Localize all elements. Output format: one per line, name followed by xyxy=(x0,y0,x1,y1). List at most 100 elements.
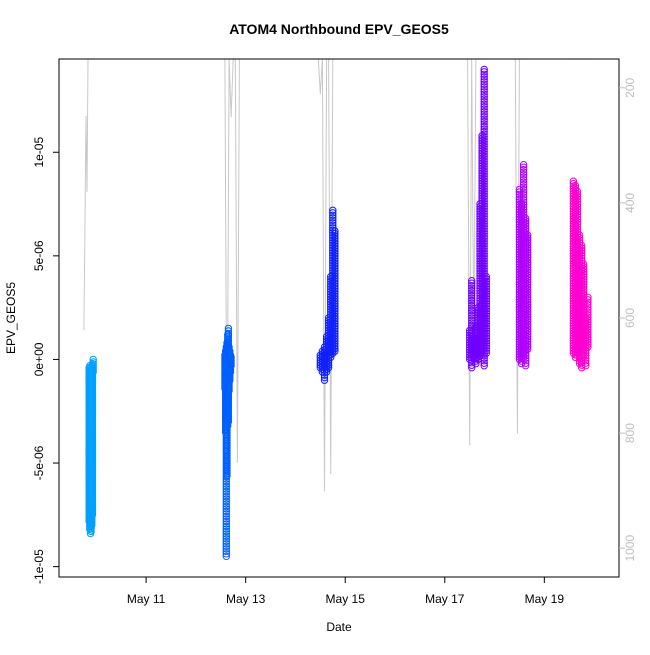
data-point xyxy=(331,297,339,305)
data-point xyxy=(480,137,488,146)
data-point xyxy=(573,195,582,203)
data-point xyxy=(522,349,530,357)
data-point xyxy=(88,436,97,445)
data-point xyxy=(88,409,97,417)
data-point xyxy=(331,262,339,270)
y-tick-label: -5e-06 xyxy=(32,445,46,480)
data-point xyxy=(222,495,231,503)
data-point xyxy=(478,347,486,355)
data-point xyxy=(480,192,488,201)
data-point xyxy=(480,167,488,176)
data-point xyxy=(88,471,97,479)
data-point xyxy=(522,219,530,228)
data-point xyxy=(573,190,582,198)
data-point xyxy=(480,100,488,108)
data-point xyxy=(482,342,490,350)
data-point xyxy=(224,405,233,413)
data-point xyxy=(573,192,582,201)
data-point xyxy=(88,394,97,402)
data-point xyxy=(524,288,532,296)
data-point xyxy=(222,535,231,543)
data-point xyxy=(478,349,486,357)
series-group xyxy=(221,324,235,560)
data-point xyxy=(480,83,488,91)
data-point xyxy=(482,300,490,308)
chart-title: ATOM4 Northbound EPV_GEOS5 xyxy=(229,21,449,37)
data-point xyxy=(482,317,490,325)
data-point xyxy=(329,216,337,225)
data-point xyxy=(580,268,588,276)
data-point xyxy=(482,285,490,293)
data-point xyxy=(482,295,490,303)
data-point xyxy=(573,187,582,196)
data-point xyxy=(480,200,488,208)
data-point xyxy=(222,547,231,555)
data-point xyxy=(222,482,231,491)
data-point xyxy=(524,337,532,346)
data-point xyxy=(573,200,582,208)
secondary-series-point xyxy=(516,432,519,434)
data-point xyxy=(480,190,488,198)
data-point xyxy=(88,389,97,397)
data-point xyxy=(324,361,333,369)
data-point xyxy=(480,127,488,136)
data-point xyxy=(88,519,96,527)
x-tick-label: May 15 xyxy=(326,592,366,606)
data-point xyxy=(88,459,97,467)
data-point xyxy=(519,161,528,169)
data-point xyxy=(227,356,235,364)
data-point xyxy=(480,182,488,191)
data-point xyxy=(519,186,528,194)
secondary-series-point xyxy=(469,444,471,446)
data-point xyxy=(575,264,584,272)
y2-tick-label: 600 xyxy=(623,308,637,328)
data-point xyxy=(480,122,488,131)
data-point xyxy=(480,140,488,148)
data-point xyxy=(573,215,582,224)
data-point xyxy=(224,415,233,423)
data-point xyxy=(480,68,488,76)
data-point xyxy=(331,337,339,345)
data-point xyxy=(575,233,584,242)
data-point xyxy=(480,160,488,168)
data-point xyxy=(222,497,231,506)
data-point xyxy=(524,278,532,286)
data-point xyxy=(480,170,488,178)
data-point xyxy=(222,487,231,496)
x-axis-label: Date xyxy=(326,620,352,634)
data-point xyxy=(482,329,490,338)
data-point xyxy=(524,273,532,281)
data-point xyxy=(222,527,231,536)
data-point xyxy=(584,306,592,314)
data-point xyxy=(480,237,488,245)
data-point xyxy=(331,302,339,310)
data-point xyxy=(224,324,233,333)
data-point xyxy=(480,155,488,163)
data-point xyxy=(223,471,231,480)
data-point xyxy=(480,352,488,360)
y-tick-label: 0e+00 xyxy=(32,342,46,376)
data-point xyxy=(468,299,476,307)
data-point xyxy=(226,374,234,382)
data-point xyxy=(480,212,488,221)
data-point xyxy=(482,302,490,310)
data-point xyxy=(524,315,532,324)
data-point xyxy=(482,327,490,335)
data-point xyxy=(584,340,592,349)
data-point xyxy=(88,451,97,459)
data-point xyxy=(468,284,476,292)
data-point xyxy=(88,521,96,529)
data-point xyxy=(88,402,97,410)
data-point xyxy=(519,178,528,186)
data-point xyxy=(519,206,528,214)
data-point xyxy=(331,314,339,323)
data-point xyxy=(468,296,476,305)
data-point xyxy=(480,337,488,345)
data-point xyxy=(331,269,339,278)
data-point xyxy=(524,276,532,284)
data-point xyxy=(480,249,488,258)
data-point xyxy=(480,354,488,362)
data-point xyxy=(524,233,532,242)
data-point xyxy=(482,282,490,291)
